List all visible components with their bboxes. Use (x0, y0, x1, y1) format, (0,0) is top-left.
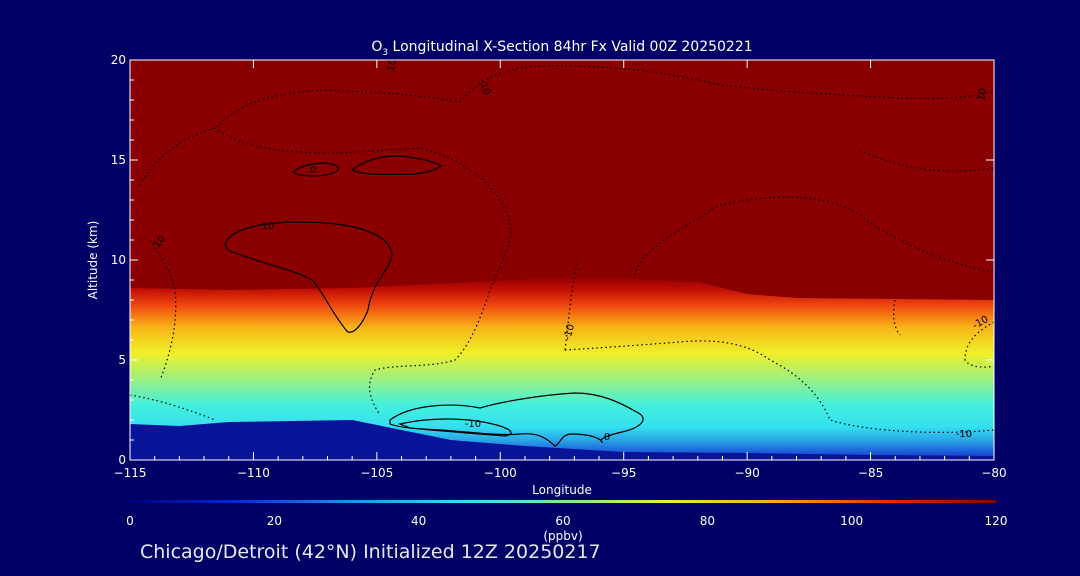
x-tick-label: −110 (237, 466, 270, 480)
x-tick-label: −80 (981, 466, 1006, 480)
title-subscript: 3 (382, 48, 388, 58)
contour-dotted-stratosphere (139, 65, 994, 186)
colorbar-tick-label: 80 (700, 514, 715, 528)
contour-solid-lower (389, 392, 644, 447)
title-text: Longitudinal X-Section 84hr Fx Valid 00Z… (388, 39, 753, 55)
contour-label: 10 (976, 87, 989, 101)
contour-dotted-low-right (893, 299, 994, 368)
y-tick-label: 15 (111, 153, 126, 167)
contour-label: -10 (956, 429, 972, 440)
contour-label: -10 (476, 78, 492, 97)
contour-label: 0 (604, 432, 610, 443)
x-axis-label: Longitude (532, 483, 592, 497)
contour-label: -10 (562, 323, 577, 342)
x-tick-label: −95 (611, 466, 636, 480)
colorbar-tick-label: 0 (126, 514, 134, 528)
colorbar (130, 500, 996, 503)
contour-label: 10 (262, 221, 275, 232)
contour-label: -10 (465, 419, 481, 430)
title-prefix: O (371, 39, 382, 55)
contour-label: 0 (310, 165, 316, 176)
colorbar-label: (ppbv) (543, 529, 582, 543)
contour-solid-upper-tropo (224, 221, 393, 333)
y-tick-label: 20 (111, 53, 126, 67)
y-tick-label: 0 (118, 453, 126, 467)
y-axis: 0 5 10 15 20 (111, 53, 994, 467)
contour-label: 10 (386, 58, 400, 73)
troposphere-fill (130, 276, 994, 460)
chart-subtitle: Chicago/Detroit (42°N) Initialized 12Z 2… (140, 541, 601, 563)
contour-lines (130, 65, 994, 447)
y-tick-label: 10 (111, 253, 126, 267)
terrain-fill (130, 420, 994, 460)
contour-solid-stratosphere (292, 155, 443, 177)
colorbar-tick-label: 40 (411, 514, 426, 528)
x-axis: −115 −110 −105 −100 −95 −90 −85 −80 (114, 60, 1007, 480)
contour-dotted-low-left (130, 239, 216, 421)
colorbar-tick-label: 100 (840, 514, 863, 528)
y-axis-label: Altitude (km) (86, 221, 100, 300)
x-tick-label: −90 (734, 466, 759, 480)
chart-title: O3 Longitudinal X-Section 84hr Fx Valid … (371, 39, 752, 58)
colorbar-ticks: 0 20 40 60 80 100 120 (126, 514, 1007, 528)
contour-dotted-lower-mid (564, 259, 994, 433)
contour-dotted-right (634, 149, 994, 276)
colorbar-tick-label: 120 (985, 514, 1008, 528)
x-tick-label: −105 (360, 466, 393, 480)
colorbar-tick-label: 20 (267, 514, 282, 528)
y-tick-label: 5 (118, 353, 126, 367)
x-tick-label: −115 (114, 466, 147, 480)
x-tick-label: −85 (858, 466, 883, 480)
colorbar-tick-label: 60 (555, 514, 570, 528)
x-tick-label: −100 (484, 466, 517, 480)
